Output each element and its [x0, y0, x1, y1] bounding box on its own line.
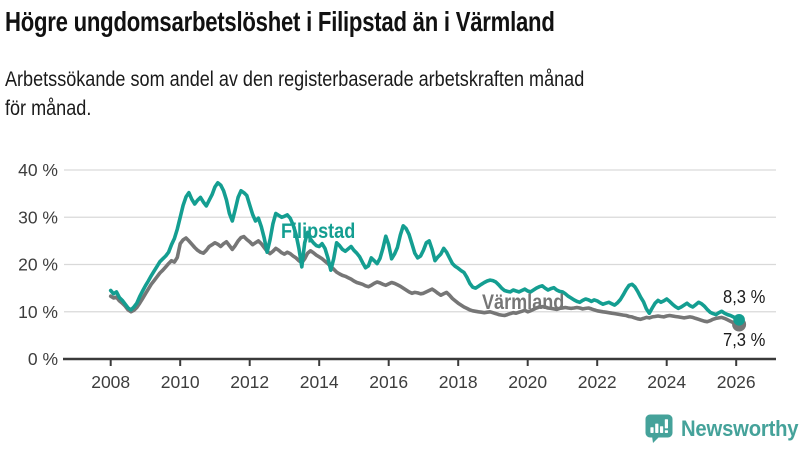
x-tick-label-2016: 2016 — [369, 372, 408, 392]
bar-chart-glyph — [650, 419, 668, 433]
x-tick-label-2010: 2010 — [161, 372, 200, 392]
end-dot-filipstad — [733, 313, 745, 326]
x-tick-label-2012: 2012 — [230, 372, 269, 392]
x-tick-label-2014: 2014 — [300, 372, 339, 392]
x-tick-label-2018: 2018 — [439, 372, 478, 392]
series-line-varmland — [108, 234, 741, 327]
newsworthy-wordmark: Newsworthy — [681, 415, 799, 441]
newsworthy-badge-icon — [645, 414, 673, 443]
x-tick-label-2024: 2024 — [647, 372, 686, 392]
y-tick-label-0: 0 % — [28, 349, 58, 369]
series-label-varmland: Värmland — [482, 291, 565, 314]
y-tick-label-30: 30 % — [18, 207, 58, 227]
y-tick-label-20: 20 % — [18, 255, 58, 275]
x-tick-label-2022: 2022 — [578, 372, 617, 392]
end-value-label-filipstad: 8,3 % — [723, 287, 766, 307]
y-tick-label-40: 40 % — [18, 160, 58, 180]
x-tick-label-2020: 2020 — [508, 372, 547, 392]
end-value-label-varmland: 7,3 % — [723, 330, 766, 350]
series-line-filipstad — [108, 181, 741, 322]
y-tick-label-10: 10 % — [18, 302, 58, 322]
x-tick-label-2008: 2008 — [91, 372, 130, 392]
series-label-filipstad: Filipstad — [281, 220, 356, 243]
newsworthy-logo[interactable]: Newsworthy — [645, 414, 800, 443]
page-title: Högre ungdomsarbetslöshet i Filipstad än… — [5, 6, 555, 37]
chart-subtitle: Arbetssökande som andel av den registerb… — [5, 68, 585, 120]
x-tick-label-2026: 2026 — [717, 372, 756, 392]
